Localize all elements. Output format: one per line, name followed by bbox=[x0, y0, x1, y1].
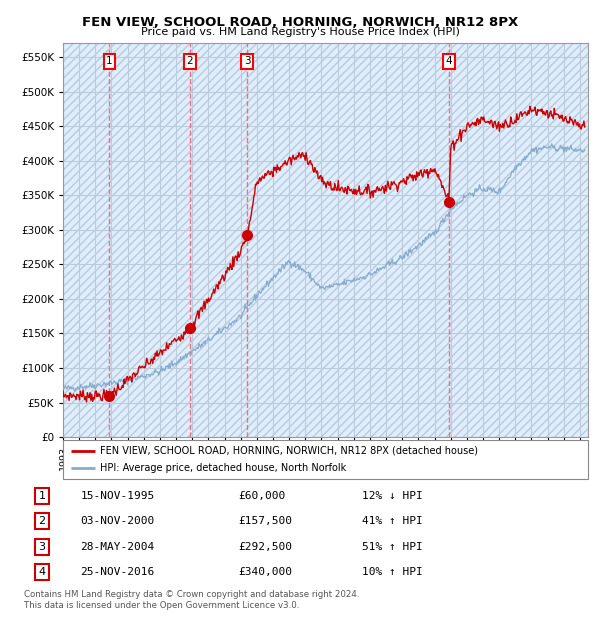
Text: HPI: Average price, detached house, North Norfolk: HPI: Average price, detached house, Nort… bbox=[100, 463, 346, 473]
Text: 2: 2 bbox=[187, 56, 193, 66]
Text: 1: 1 bbox=[38, 491, 46, 501]
Text: 2: 2 bbox=[38, 516, 46, 526]
Text: 51% ↑ HPI: 51% ↑ HPI bbox=[362, 542, 423, 552]
Text: £157,500: £157,500 bbox=[238, 516, 292, 526]
Text: 4: 4 bbox=[38, 567, 46, 577]
Text: £60,000: £60,000 bbox=[238, 491, 286, 501]
Text: 12% ↓ HPI: 12% ↓ HPI bbox=[362, 491, 423, 501]
Text: Contains HM Land Registry data © Crown copyright and database right 2024.
This d: Contains HM Land Registry data © Crown c… bbox=[24, 590, 359, 609]
Text: Price paid vs. HM Land Registry's House Price Index (HPI): Price paid vs. HM Land Registry's House … bbox=[140, 27, 460, 37]
Text: 25-NOV-2016: 25-NOV-2016 bbox=[80, 567, 155, 577]
FancyBboxPatch shape bbox=[63, 440, 588, 479]
Text: £292,500: £292,500 bbox=[238, 542, 292, 552]
Text: 41% ↑ HPI: 41% ↑ HPI bbox=[362, 516, 423, 526]
Text: 15-NOV-1995: 15-NOV-1995 bbox=[80, 491, 155, 501]
Text: 3: 3 bbox=[244, 56, 251, 66]
Text: 3: 3 bbox=[38, 542, 46, 552]
Text: FEN VIEW, SCHOOL ROAD, HORNING, NORWICH, NR12 8PX (detached house): FEN VIEW, SCHOOL ROAD, HORNING, NORWICH,… bbox=[100, 446, 478, 456]
Text: 1: 1 bbox=[106, 56, 113, 66]
Text: 10% ↑ HPI: 10% ↑ HPI bbox=[362, 567, 423, 577]
Text: £340,000: £340,000 bbox=[238, 567, 292, 577]
Text: 4: 4 bbox=[446, 56, 452, 66]
Text: FEN VIEW, SCHOOL ROAD, HORNING, NORWICH, NR12 8PX: FEN VIEW, SCHOOL ROAD, HORNING, NORWICH,… bbox=[82, 16, 518, 29]
Text: 28-MAY-2004: 28-MAY-2004 bbox=[80, 542, 155, 552]
Text: 03-NOV-2000: 03-NOV-2000 bbox=[80, 516, 155, 526]
